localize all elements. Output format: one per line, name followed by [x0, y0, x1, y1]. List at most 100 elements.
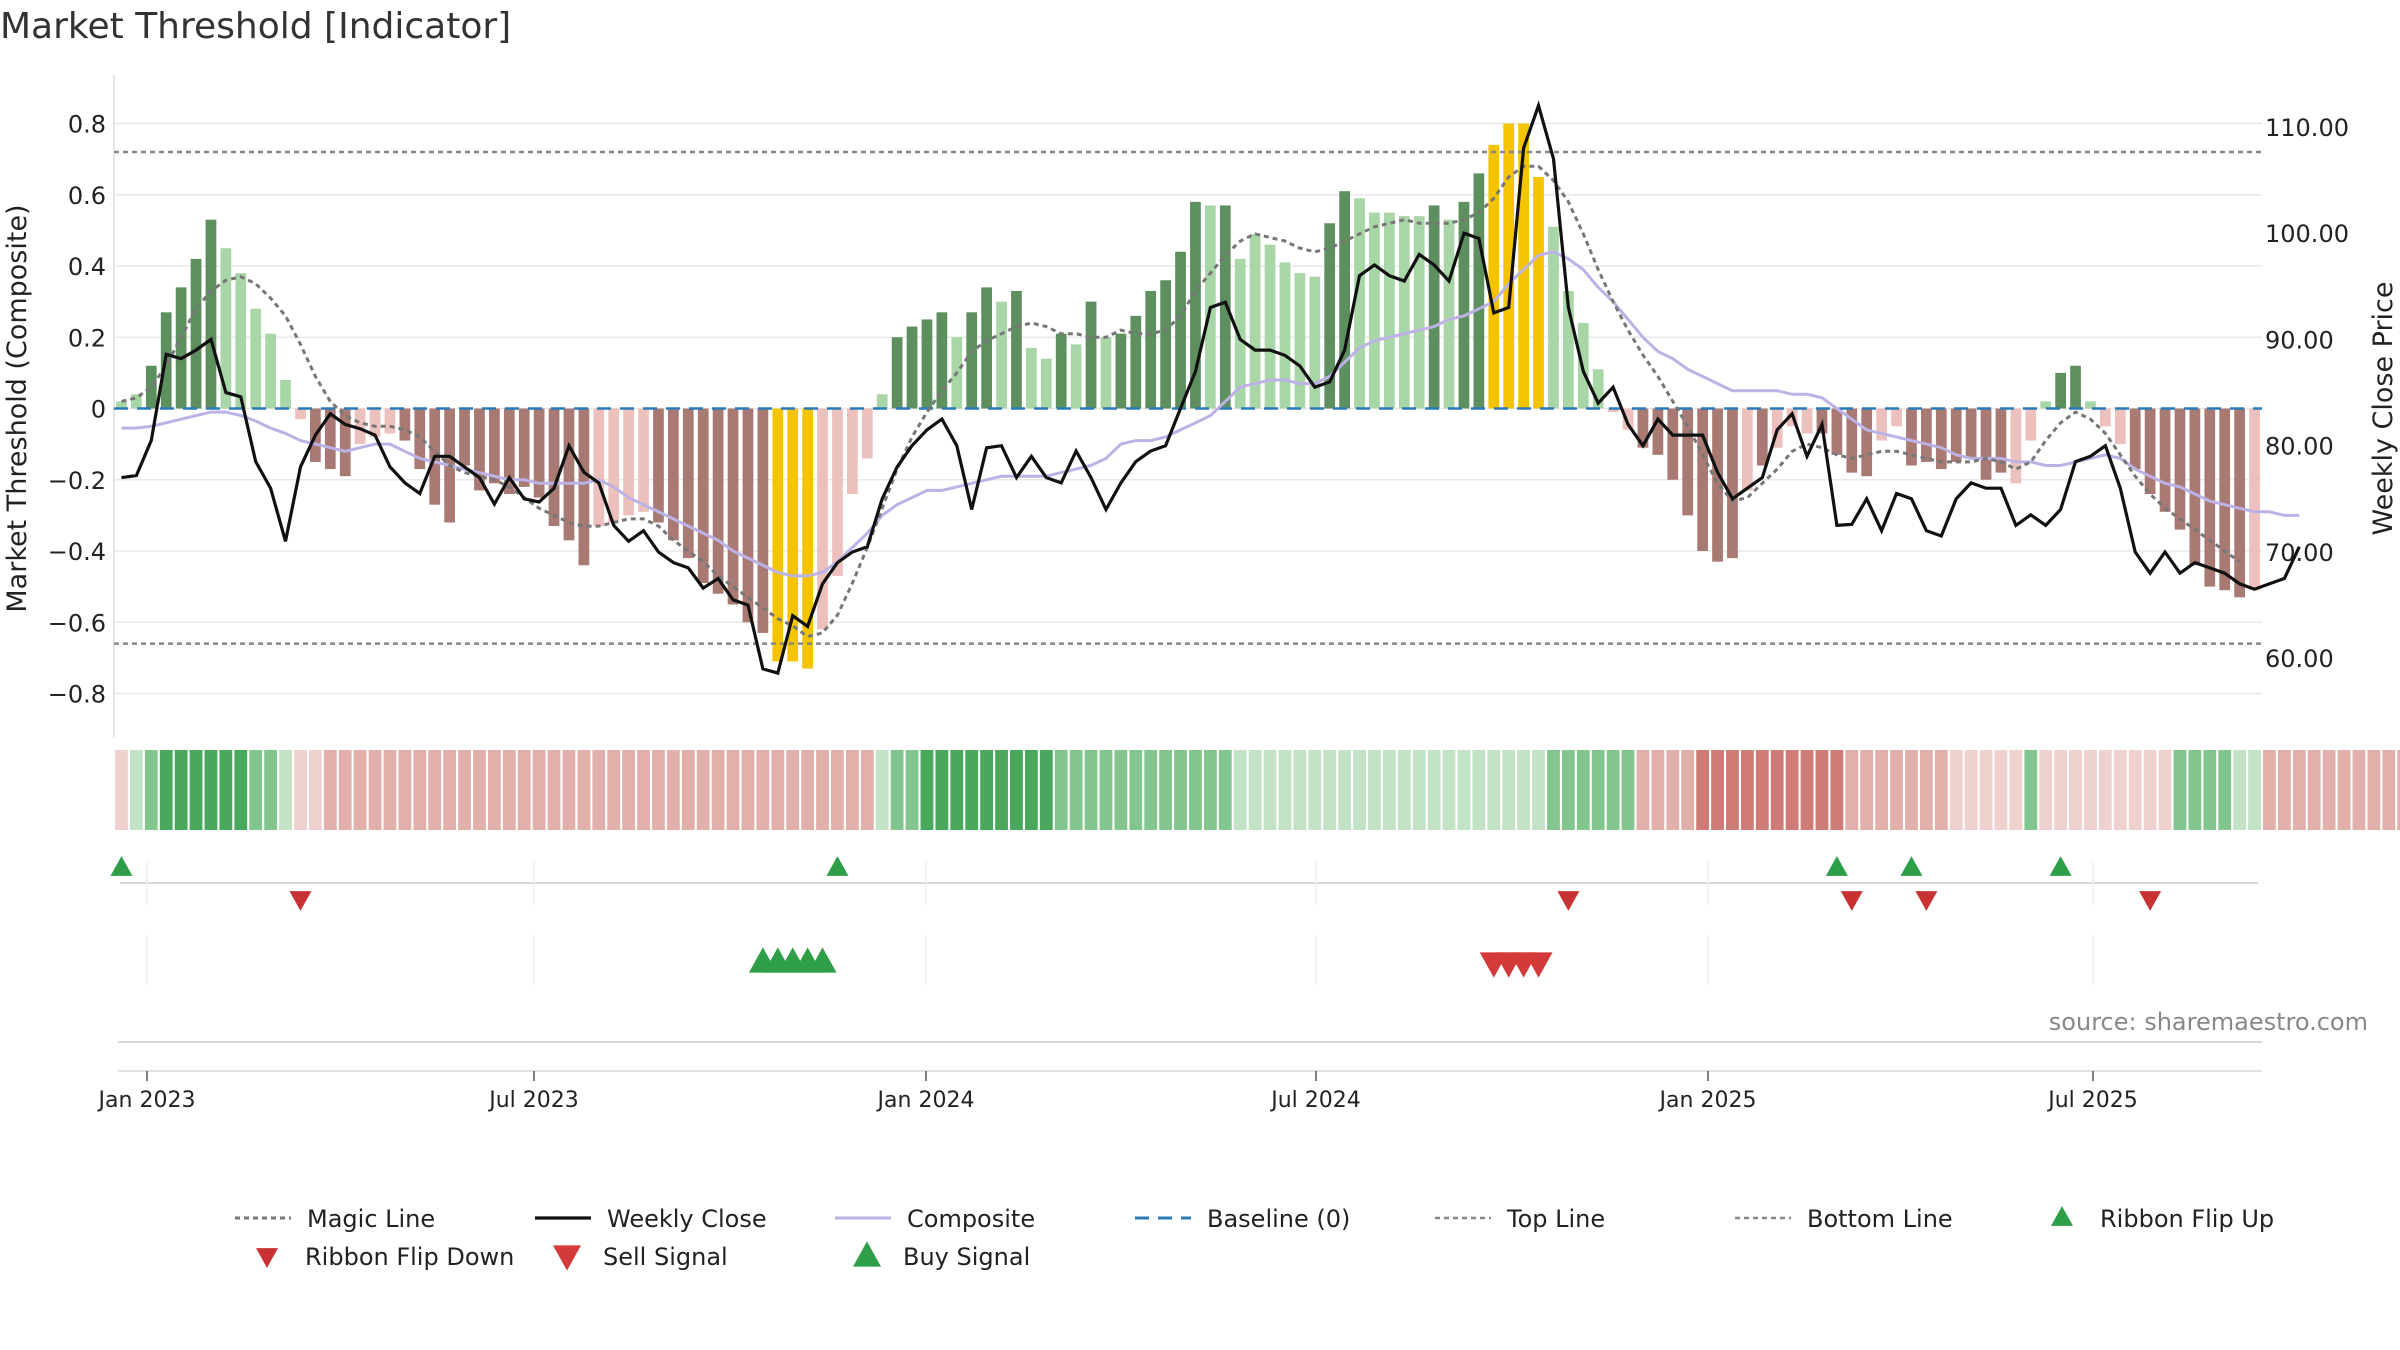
threshold-bar — [638, 408, 649, 512]
legend-swatch-flip-down — [256, 1248, 278, 1268]
ribbon-cell — [1010, 750, 1023, 830]
threshold-bar — [593, 408, 605, 527]
ribbon-cell — [860, 750, 874, 830]
threshold-bar — [2040, 401, 2052, 409]
threshold-bar — [1324, 223, 1336, 409]
threshold-bar — [1801, 408, 1813, 434]
x-tick-label: Jul 2025 — [2046, 1088, 2138, 1113]
threshold-bar — [1175, 251, 1186, 409]
ribbon-cell — [1159, 750, 1173, 830]
threshold-bar — [1026, 347, 1037, 409]
threshold-bar — [116, 401, 127, 409]
legend-label: Top Line — [1506, 1205, 1605, 1233]
ribbon-cell — [2352, 750, 2366, 830]
threshold-bar — [1309, 276, 1321, 409]
ribbon-cell — [249, 750, 263, 830]
ribbon-cell — [1785, 750, 1799, 830]
ribbon-cell — [428, 750, 442, 830]
ribbon-cell — [1576, 750, 1590, 830]
ribbon-cell — [2397, 750, 2400, 830]
ribbon-cell — [2158, 750, 2172, 830]
threshold-bar — [891, 337, 903, 409]
threshold-bar — [2025, 408, 2037, 441]
ribbon-cell — [2084, 750, 2097, 830]
ribbon-flip-up-marker — [1900, 856, 1923, 876]
threshold-bar — [2010, 408, 2022, 484]
threshold-bar — [1592, 369, 1604, 409]
ribbon-cell — [1248, 750, 1262, 830]
threshold-bar — [802, 408, 813, 669]
legend-label: Ribbon Flip Up — [2100, 1205, 2274, 1233]
ribbon-cell — [458, 750, 471, 830]
source-note: source: sharemaestro.com — [2048, 1008, 2368, 1036]
threshold-bar — [1488, 144, 1500, 409]
threshold-bar — [1712, 408, 1723, 562]
y2-tick-label: 80.00 — [2265, 433, 2334, 461]
ribbon-cell — [1174, 750, 1187, 830]
ribbon-flip-up-marker — [110, 856, 133, 876]
threshold-bar — [2070, 365, 2081, 409]
threshold-bar — [966, 312, 978, 409]
ribbon-cell — [622, 750, 636, 830]
y-tick-label: −0.8 — [48, 681, 106, 709]
threshold-bar — [772, 408, 784, 662]
ribbon-cell — [1532, 750, 1545, 830]
threshold-bar — [981, 287, 992, 409]
ribbon-cell — [2143, 750, 2157, 830]
threshold-bar — [1637, 408, 1649, 448]
threshold-bar — [906, 326, 918, 409]
threshold-bar — [474, 408, 485, 491]
ribbon-cell — [2233, 750, 2247, 830]
threshold-bar — [190, 258, 202, 409]
threshold-bar — [220, 248, 232, 409]
ribbon-cell — [204, 750, 218, 830]
ribbon-cell — [1651, 750, 1665, 830]
ribbon-cell — [1994, 750, 2008, 830]
ribbon-cell — [652, 750, 665, 830]
ribbon-cell — [2009, 750, 2023, 830]
threshold-bar — [1279, 262, 1291, 409]
legend-label: Ribbon Flip Down — [305, 1243, 514, 1271]
ribbon-cell — [323, 750, 337, 830]
ribbon-cell — [2024, 750, 2038, 830]
legend-label: Composite — [907, 1205, 1035, 1233]
y-tick-label: 0.2 — [68, 324, 106, 352]
ribbon-cell — [129, 750, 143, 830]
ribbon-cell — [1099, 750, 1113, 830]
threshold-bar — [1921, 408, 1932, 462]
ribbon-cell — [1114, 750, 1128, 830]
threshold-bar — [623, 408, 634, 516]
threshold-bar — [2249, 408, 2260, 591]
ribbon-cell — [1129, 750, 1143, 830]
threshold-bar — [324, 408, 336, 470]
ribbon-cell — [1561, 750, 1575, 830]
y2-axis-label: Weekly Close Price — [2368, 281, 2399, 535]
ribbon-cell — [1323, 750, 1337, 830]
legend-swatch-sell — [553, 1245, 581, 1271]
ribbon-cell — [2337, 750, 2351, 830]
threshold-bar — [1085, 301, 1097, 409]
ribbon-cell — [1696, 750, 1710, 830]
ribbon-cell — [159, 750, 173, 830]
y-tick-label: 0.6 — [68, 182, 106, 210]
ribbon-cell — [2277, 750, 2291, 830]
ribbon-cell — [592, 750, 606, 830]
ribbon-cell — [607, 750, 621, 830]
ribbon-cell — [980, 750, 994, 830]
threshold-bar — [1234, 258, 1246, 409]
threshold-bar — [2114, 408, 2126, 445]
threshold-bar — [459, 408, 470, 466]
threshold-bar — [1040, 358, 1052, 409]
threshold-bar — [1055, 333, 1067, 409]
x-tick-label: Jan 2024 — [876, 1088, 975, 1113]
ribbon-cell — [1293, 750, 1307, 830]
threshold-bar — [1264, 244, 1276, 409]
ribbon-cell — [144, 750, 158, 830]
ribbon-cell — [1472, 750, 1486, 830]
threshold-bar — [697, 408, 709, 584]
threshold-bar — [876, 394, 888, 409]
legend-label: Magic Line — [307, 1205, 435, 1233]
ribbon-cell — [1755, 750, 1769, 830]
ribbon-cell — [935, 750, 949, 830]
threshold-bar — [1846, 408, 1858, 473]
